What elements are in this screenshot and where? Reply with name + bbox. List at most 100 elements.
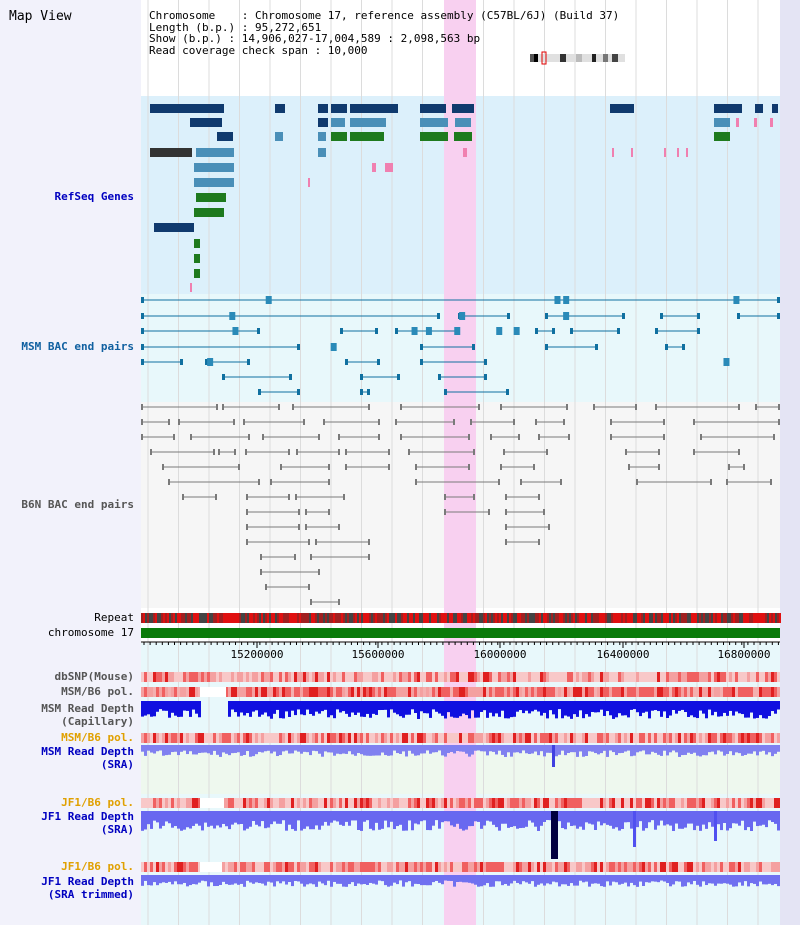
refseq-genes-label[interactable]: RefSeq Genes (54, 190, 134, 203)
msm-depth-capillary-bar (408, 701, 411, 715)
msm-b6-pol-mark (357, 687, 360, 697)
jf1-b6-pol-mark (603, 798, 606, 808)
jf1-depth-trimmed-label[interactable]: JF1 Read Depth (SRA trimmed) (41, 875, 134, 901)
jf1-b6-pol-2-mark (639, 862, 642, 872)
msm-bac-label[interactable]: MSM BAC end pairs (21, 340, 134, 353)
msm-depth-capillary-bar (342, 701, 345, 712)
jf1-b6-pol-2-mark (414, 862, 417, 872)
msm-depth-sra-bar (534, 745, 537, 752)
jf1-depth-trimmed-bar (144, 875, 147, 881)
msm-depth-capillary-label[interactable]: MSM Read Depth (Capillary) (41, 702, 134, 728)
repeat-mark (729, 613, 731, 623)
jf1-b6-pol-2-mark (363, 862, 366, 872)
jf1-b6-pol-mark (258, 798, 261, 808)
jf1-b6-pol-mark (747, 798, 750, 808)
jf1-b6-pol-mark (429, 798, 432, 808)
msm-b6-pol-2-mark (492, 733, 495, 743)
jf1-b6-pol-2-mark (336, 862, 339, 872)
msm-depth-sra-bar (363, 745, 366, 756)
b6n-bac-end (498, 479, 500, 485)
msm-b6-pol-mark (768, 687, 771, 697)
repeat-mark (305, 613, 307, 623)
msm-depth-sra-bar (543, 745, 546, 757)
msm-bac-end (697, 313, 700, 319)
jf1-depth-sra-bar (240, 811, 243, 825)
repeat-mark (623, 613, 625, 623)
refseq-gene-block (631, 148, 633, 157)
jf1-depth-sra-bar (321, 811, 324, 826)
msm-depth-sra-bar (603, 745, 606, 751)
msm-b6-pol-mark (153, 687, 156, 697)
jf1-b6-pol-mark (339, 798, 342, 808)
msm-b6-pol-2-mark (519, 733, 522, 743)
jf1-depth-sra-bar (564, 811, 567, 830)
jf1-b6-pol-mark (504, 798, 507, 808)
msm-b6-pol-2-mark (300, 733, 303, 743)
jf1-depth-sra-bar (213, 811, 216, 829)
jf1-b6-pol-mark (753, 798, 756, 808)
jf1-b6-pol-mark (288, 798, 291, 808)
b6n-bac-end (345, 449, 347, 455)
msm-b6-pol-2-mark (639, 733, 642, 743)
dbsnp-mark (312, 672, 315, 682)
jf1-depth-trimmed-bar (177, 875, 180, 885)
jf1-b6-pol-mark (474, 798, 477, 808)
jf1-b6-pol-2-mark (147, 862, 150, 872)
jf1-b6-pol-label[interactable]: JF1/B6 pol. (61, 796, 134, 809)
msm-b6-pol-label[interactable]: MSM/B6 pol. (61, 685, 134, 698)
repeat-mark (361, 613, 363, 623)
msm-depth-sra-label[interactable]: MSM Read Depth (SRA) (41, 745, 134, 771)
dbsnp-mark (513, 672, 516, 682)
msm-depth-capillary-bar (759, 701, 762, 716)
refseq-gene-block (686, 148, 688, 157)
dbsnp-mark (279, 672, 282, 682)
jf1-b6-pol-2-label[interactable]: JF1/B6 pol. (61, 860, 134, 873)
repeat-mark (205, 613, 207, 623)
jf1-b6-pol-2-mark (249, 862, 252, 872)
jf1-depth-trimmed-bar (723, 875, 726, 884)
jf1-depth-sra-bar (381, 811, 384, 829)
msm-depth-capillary-bar (387, 701, 390, 718)
msm-depth-capillary-bar (630, 701, 633, 710)
jf1-depth-sra-bar (477, 811, 480, 822)
msm-bac-end (777, 297, 780, 303)
jf1-depth-sra-label[interactable]: JF1 Read Depth (SRA) (41, 810, 134, 836)
msm-depth-sra-bar (564, 745, 567, 756)
msm-bac-marker (411, 327, 418, 335)
jf1-depth-trimmed-bar (477, 875, 480, 887)
repeat-mark (267, 613, 269, 623)
msm-b6-pol-2-mark (234, 733, 237, 743)
dbsnp-mark (501, 672, 504, 682)
jf1-b6-pol-2-mark (195, 862, 198, 872)
jf1-depth-trimmed-bar (150, 875, 153, 886)
msm-b6-pol-2-label[interactable]: MSM/B6 pol. (61, 731, 134, 744)
dbsnp-mark (180, 672, 183, 682)
jf1-depth-sra-bar (351, 811, 354, 821)
refseq-gene-block (194, 178, 234, 187)
dbsnp-label[interactable]: dbSNP(Mouse) (54, 670, 134, 683)
jf1-depth-trimmed-bar (663, 875, 666, 882)
msm-b6-pol-2-mark (561, 733, 564, 743)
refseq-gene-block (736, 118, 739, 127)
jf1-depth-sra-bar (660, 811, 663, 821)
jf1-depth-trimmed-bar (240, 875, 243, 884)
repeat-mark (583, 613, 585, 623)
jf1-depth-trimmed-bar (147, 875, 150, 886)
jf1-b6-pol-mark (492, 798, 495, 808)
jf1-depth-trimmed-bar (153, 875, 156, 883)
msm-b6-pol-2-mark (549, 733, 552, 743)
jf1-depth-sra-bar (285, 811, 288, 831)
jf1-depth-trimmed-bar (468, 875, 471, 883)
ideogram-band (603, 54, 608, 62)
jf1-b6-pol-mark (774, 798, 777, 808)
msm-depth-capillary-bar (144, 701, 147, 716)
msm-depth-capillary-bar (318, 701, 321, 714)
repeat-mark (721, 613, 723, 623)
jf1-depth-sra-bar (144, 811, 147, 830)
msm-b6-pol-mark (516, 687, 519, 697)
msm-b6-pol-mark (651, 687, 654, 697)
b6n-bac-label[interactable]: B6N BAC end pairs (21, 498, 134, 511)
msm-depth-capillary-bar (171, 701, 174, 713)
msm-depth-capillary-bar (558, 701, 561, 710)
